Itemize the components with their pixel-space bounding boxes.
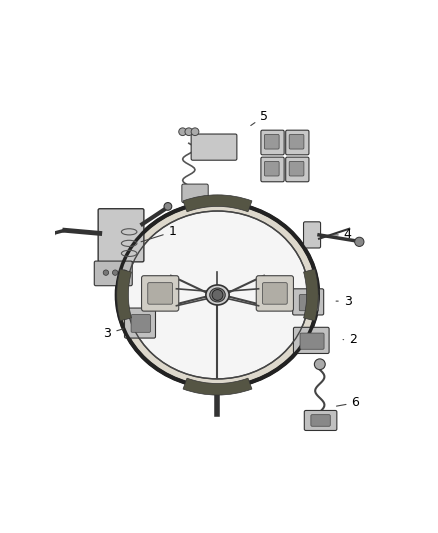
Text: 5: 5 bbox=[251, 110, 268, 125]
Circle shape bbox=[185, 128, 193, 135]
Text: 1: 1 bbox=[141, 225, 177, 242]
Circle shape bbox=[103, 270, 109, 276]
FancyBboxPatch shape bbox=[94, 261, 132, 286]
FancyBboxPatch shape bbox=[304, 410, 337, 431]
Circle shape bbox=[47, 230, 55, 238]
Circle shape bbox=[122, 270, 127, 276]
Ellipse shape bbox=[210, 288, 225, 302]
Wedge shape bbox=[117, 269, 131, 321]
FancyBboxPatch shape bbox=[256, 276, 293, 311]
Circle shape bbox=[355, 237, 364, 246]
FancyBboxPatch shape bbox=[261, 130, 284, 155]
Ellipse shape bbox=[212, 289, 223, 301]
FancyBboxPatch shape bbox=[289, 161, 304, 176]
FancyBboxPatch shape bbox=[265, 134, 279, 149]
FancyBboxPatch shape bbox=[98, 209, 144, 262]
Text: 3: 3 bbox=[336, 295, 352, 308]
FancyBboxPatch shape bbox=[286, 130, 309, 155]
FancyBboxPatch shape bbox=[311, 415, 330, 426]
FancyBboxPatch shape bbox=[293, 327, 329, 353]
FancyBboxPatch shape bbox=[148, 282, 173, 304]
Ellipse shape bbox=[126, 211, 309, 379]
Ellipse shape bbox=[117, 203, 318, 387]
FancyBboxPatch shape bbox=[286, 157, 309, 182]
FancyBboxPatch shape bbox=[300, 333, 324, 349]
Circle shape bbox=[113, 270, 118, 276]
FancyBboxPatch shape bbox=[182, 184, 208, 203]
Wedge shape bbox=[183, 195, 252, 212]
FancyBboxPatch shape bbox=[304, 222, 321, 248]
FancyBboxPatch shape bbox=[191, 134, 237, 160]
Circle shape bbox=[164, 203, 172, 210]
Ellipse shape bbox=[206, 285, 229, 305]
Circle shape bbox=[314, 359, 325, 370]
FancyBboxPatch shape bbox=[262, 282, 287, 304]
Text: 3: 3 bbox=[103, 327, 124, 340]
Text: 6: 6 bbox=[336, 396, 360, 409]
FancyBboxPatch shape bbox=[265, 161, 279, 176]
FancyBboxPatch shape bbox=[289, 134, 304, 149]
Text: 4: 4 bbox=[332, 229, 352, 241]
FancyBboxPatch shape bbox=[124, 308, 155, 338]
FancyBboxPatch shape bbox=[141, 276, 179, 311]
Text: 2: 2 bbox=[343, 333, 357, 346]
FancyBboxPatch shape bbox=[261, 157, 284, 182]
Circle shape bbox=[191, 128, 199, 135]
Wedge shape bbox=[183, 378, 252, 395]
FancyBboxPatch shape bbox=[293, 289, 324, 315]
Circle shape bbox=[179, 128, 187, 135]
Wedge shape bbox=[304, 269, 318, 321]
FancyBboxPatch shape bbox=[299, 295, 318, 311]
FancyBboxPatch shape bbox=[131, 314, 151, 332]
